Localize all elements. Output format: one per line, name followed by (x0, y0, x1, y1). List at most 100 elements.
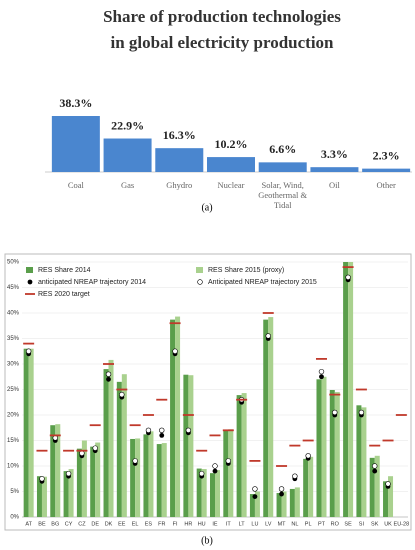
marker-circle (132, 458, 138, 464)
x-tick-label: Gas (120, 180, 135, 190)
legend-swatch (27, 279, 33, 285)
bar (316, 379, 322, 517)
bar (223, 429, 229, 517)
bar (116, 381, 122, 517)
bar (215, 470, 220, 517)
panel-label: (a) (201, 202, 212, 213)
y-tick-label: 25% (7, 387, 20, 393)
bar (175, 316, 181, 517)
marker-circle (65, 470, 72, 477)
x-tick-label: PT (318, 521, 326, 527)
bar (210, 473, 215, 517)
x-tick-label: PL (305, 521, 312, 527)
bar (289, 488, 295, 517)
x-tick-label: EL (132, 521, 139, 527)
bar (308, 456, 314, 517)
bar (23, 348, 29, 517)
y-tick-label: 35% (7, 336, 20, 342)
bar (228, 429, 234, 517)
marker-circle (92, 445, 98, 451)
legend-label: anticipated NREAP trajectory 2014 (38, 279, 146, 286)
marker-circle (265, 333, 271, 339)
marker-circle (119, 391, 125, 398)
marker-circle (358, 409, 365, 416)
x-tick-label: HR (184, 521, 192, 527)
bar (55, 424, 61, 517)
bar (249, 494, 255, 517)
bar (95, 442, 101, 517)
bar (183, 374, 189, 517)
bar (188, 375, 194, 517)
bar (103, 138, 152, 172)
legend-label: RES 2020 target (38, 291, 90, 298)
marker-circle (372, 463, 378, 469)
legend-swatch (26, 267, 33, 273)
bar (103, 369, 109, 517)
marker-circle (172, 348, 178, 354)
x-tick-label: CZ (78, 521, 86, 527)
marker-circle (345, 274, 351, 280)
x-tick-label: LT (239, 521, 246, 527)
x-tick-label: RO (331, 521, 340, 527)
y-tick-label: 20% (7, 413, 20, 419)
marker-circle (252, 486, 258, 492)
bar (334, 392, 340, 517)
chart-title: in global electricity production (110, 33, 334, 52)
bar (276, 493, 282, 517)
x-tick-label: FR (158, 521, 165, 527)
x-tick-label: SI (359, 521, 365, 527)
x-tick-label: DE (91, 521, 99, 527)
x-tick-label: MT (278, 521, 287, 527)
chart-b-frame (4, 253, 412, 531)
marker-circle (105, 371, 112, 377)
marker-dot (159, 433, 165, 438)
x-tick-label: NL (291, 521, 298, 527)
y-tick-label: 30% (7, 362, 20, 368)
bar (90, 446, 96, 517)
bar (263, 319, 269, 517)
marker-dot (279, 491, 284, 497)
bar (361, 407, 367, 517)
marker-circle (332, 409, 338, 416)
bar (108, 359, 114, 517)
marker-circle (185, 427, 192, 433)
bar (161, 443, 167, 517)
y-tick-label: 5% (10, 489, 19, 495)
marker-circle (39, 476, 45, 482)
x-tick-label: ES (145, 521, 153, 527)
x-tick-label: DK (105, 521, 113, 527)
value-label: 10.2% (215, 137, 248, 151)
marker-dot (106, 376, 111, 382)
x-tick-label: Nuclear (217, 180, 245, 190)
x-tick-label: CY (65, 521, 73, 527)
bar (268, 317, 274, 517)
marker-circle (385, 481, 391, 487)
x-tick-label: BG (51, 521, 59, 527)
x-tick-label: Oil (328, 180, 340, 190)
bar (130, 438, 136, 517)
x-tick-label: IT (226, 521, 232, 527)
x-tick-label: FI (173, 521, 178, 527)
legend-label: RES Share 2015 (proxy) (208, 267, 284, 274)
bar (348, 262, 354, 517)
bar (303, 458, 309, 517)
x-tick-label: Other (376, 180, 396, 190)
bar (135, 438, 141, 517)
value-label: 2.3% (373, 148, 400, 162)
bar (281, 491, 287, 517)
legend-swatch (196, 267, 203, 273)
bar (201, 469, 207, 517)
y-tick-label: 50% (7, 260, 20, 266)
bar (258, 162, 307, 172)
bar (310, 167, 359, 172)
bar (374, 455, 380, 517)
marker-dot (372, 468, 378, 474)
x-tick-label: SE (344, 521, 352, 527)
bar (68, 469, 74, 517)
bar (148, 431, 154, 517)
y-tick-label: 0% (10, 515, 19, 521)
bar (41, 476, 47, 517)
y-tick-label: 45% (7, 285, 20, 291)
